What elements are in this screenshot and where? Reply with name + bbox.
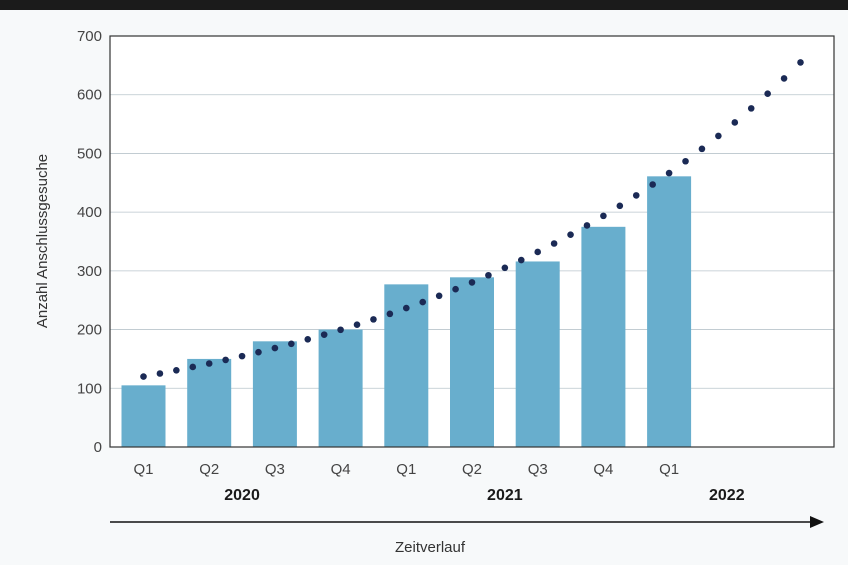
x-tick-label: Q1	[659, 461, 679, 478]
x-tick-label: Q4	[331, 461, 351, 478]
trend-dot	[485, 271, 492, 279]
trend-dot	[550, 240, 558, 247]
trend-dot	[271, 344, 279, 352]
trend-line	[140, 59, 804, 380]
trend-dot	[649, 181, 656, 188]
trend-dot	[222, 356, 229, 364]
year-labels: 2020 2021 2022	[224, 487, 744, 504]
y-tick-label: 600	[77, 87, 102, 104]
plot-frame	[109, 35, 835, 448]
bar	[187, 358, 232, 447]
x-tick-label: Q2	[199, 461, 219, 478]
trend-dot	[255, 348, 262, 356]
bar	[647, 176, 692, 447]
trend-dot	[337, 326, 344, 334]
bars	[121, 176, 692, 447]
y-tick-label: 400	[77, 204, 102, 221]
trend-dot	[567, 231, 574, 238]
trend-dot	[780, 75, 788, 82]
trend-dot	[386, 310, 394, 318]
trend-dot	[665, 169, 673, 177]
bar	[121, 385, 166, 447]
trend-dot	[353, 321, 361, 328]
trend-dot	[140, 373, 147, 380]
trend-dot	[632, 192, 640, 199]
trend-dot	[403, 304, 410, 312]
bar	[450, 277, 494, 447]
x-tick-label: Q4	[593, 461, 613, 478]
y-tick-label: 700	[77, 28, 102, 45]
y-tick-label: 0	[94, 439, 102, 456]
trend-dot	[156, 370, 164, 377]
bar	[318, 329, 363, 447]
bar	[252, 341, 297, 447]
y-tick-label: 200	[77, 322, 102, 339]
y-tick-label: 500	[77, 145, 102, 162]
trend-dot	[435, 292, 443, 300]
trend-dot	[583, 222, 591, 229]
x-tick-label: Q2	[462, 461, 482, 478]
trend-dot	[320, 331, 328, 338]
year-label: 2020	[224, 487, 260, 504]
trend-dot	[731, 119, 739, 126]
trend-dot	[452, 285, 459, 293]
x-tick-label: Q1	[396, 461, 416, 478]
top-bar	[0, 0, 848, 10]
year-label: 2022	[709, 487, 745, 504]
bar	[515, 261, 560, 447]
trend-dot	[173, 367, 180, 374]
trend-dot	[419, 298, 427, 306]
bar	[581, 226, 626, 447]
trend-dot	[189, 363, 197, 371]
time-arrow-head	[810, 516, 824, 528]
x-tick-label: Q1	[133, 461, 153, 478]
trend-dot	[288, 340, 295, 348]
y-tick-label: 300	[77, 263, 102, 280]
trend-dot	[534, 248, 541, 256]
trend-dot	[764, 90, 771, 98]
trend-dot	[501, 264, 509, 272]
y-axis-label: Anzahl Anschlussgesuche	[34, 154, 51, 328]
x-tick-label: Q3	[265, 461, 285, 478]
trend-dot	[468, 279, 476, 286]
trend-dot	[370, 316, 377, 323]
trend-dot	[304, 336, 312, 343]
trend-dot	[238, 352, 246, 360]
y-tick-labels: 0 100 200 300 400 500 600 700	[77, 28, 102, 456]
trend-dot	[517, 256, 525, 264]
y-tick-label: 100	[77, 380, 102, 397]
trend-dot	[682, 157, 689, 165]
x-tick-label: Q3	[528, 461, 548, 478]
year-label: 2021	[487, 487, 523, 504]
trend-dot	[797, 59, 804, 66]
trend-dot	[205, 360, 213, 367]
trend-dot	[616, 202, 624, 210]
trend-dot	[600, 212, 607, 220]
x-tick-labels: Q1 Q2 Q3 Q4 Q1 Q2 Q3 Q4 Q1	[133, 461, 679, 478]
trend-dot	[747, 105, 755, 112]
trend-dot	[698, 145, 706, 153]
trend-dot	[715, 132, 722, 140]
x-axis-label: Zeitverlauf	[395, 539, 466, 556]
